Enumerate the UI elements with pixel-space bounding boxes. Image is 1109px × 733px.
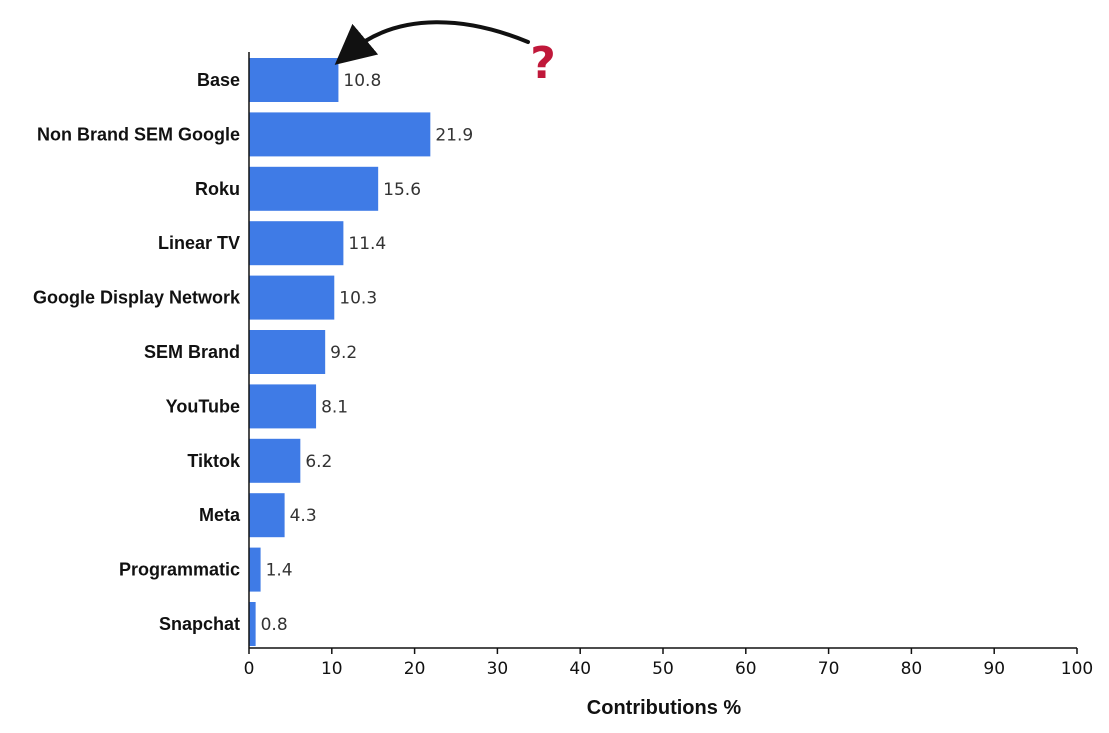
bar-sem-brand [249, 330, 326, 374]
bar-programmatic [249, 547, 261, 592]
bar-value-label: 11.4 [348, 234, 386, 254]
bar-value-label: 1.4 [266, 561, 293, 581]
bar-value-label: 4.3 [290, 506, 317, 526]
bar-non-brand-sem-google [249, 112, 431, 157]
x-tick-label: 90 [983, 659, 1005, 679]
bar-value-label: 9.2 [330, 343, 357, 363]
x-tick-label: 40 [569, 659, 591, 679]
annotation-layer: ? [334, 20, 556, 89]
bar-youtube [249, 384, 317, 429]
x-tick-label: 50 [652, 659, 674, 679]
bar-google-display-network [249, 275, 335, 320]
bars-layer: Base 10.8 Non Brand SEM Google 21.9 Roku 15.6… [33, 58, 473, 646]
bar-value-label: 21.9 [435, 125, 473, 145]
category-label: Programmatic [119, 560, 240, 580]
question-mark-annotation: ? [530, 38, 556, 89]
x-tick-label: 30 [487, 659, 509, 679]
category-label: YouTube [166, 396, 240, 416]
bar-base [249, 58, 339, 102]
x-tick-label: 0 [244, 659, 255, 679]
category-label: Linear TV [158, 233, 240, 253]
category-label: Base [197, 70, 240, 90]
bar-snapchat [249, 602, 256, 646]
bar-meta [249, 493, 285, 538]
x-tick-label: 100 [1061, 659, 1093, 679]
bar-value-label: 10.8 [343, 71, 381, 91]
bar-value-label: 8.1 [321, 397, 348, 417]
bar-value-label: 10.3 [339, 289, 377, 309]
x-axis-title: Contributions % [587, 697, 742, 719]
category-label: Non Brand SEM Google [37, 124, 240, 144]
bar-value-label: 0.8 [261, 615, 288, 635]
axes-layer: 0 10 20 30 40 50 60 70 80 90 100 [244, 52, 1093, 679]
x-tick-label: 60 [735, 659, 757, 679]
x-tick-label: 80 [901, 659, 923, 679]
category-label: Google Display Network [33, 288, 241, 308]
category-label: Roku [195, 179, 240, 199]
category-label: Tiktok [187, 451, 241, 471]
bar-value-label: 15.6 [383, 180, 421, 200]
category-label: Snapchat [159, 614, 240, 634]
category-label: SEM Brand [144, 342, 240, 362]
x-tick-label: 20 [404, 659, 426, 679]
category-label: Meta [199, 505, 241, 525]
bar-linear-tv [249, 221, 344, 266]
bar-value-label: 6.2 [305, 452, 332, 472]
annotation-arrow [334, 20, 530, 65]
x-tick-label: 70 [818, 659, 840, 679]
bar-tiktok [249, 438, 301, 483]
bar-roku [249, 166, 379, 211]
x-tick-label: 10 [321, 659, 343, 679]
